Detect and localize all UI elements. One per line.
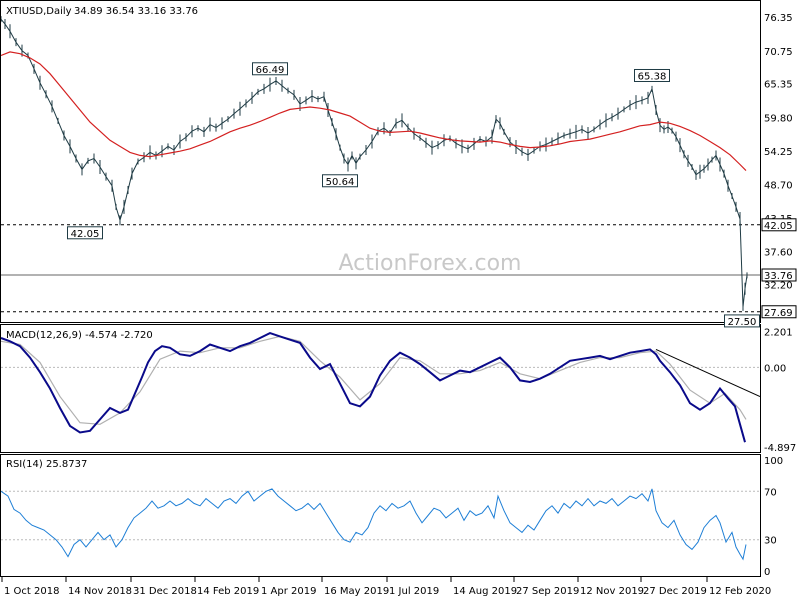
x-axis-label: 12 Nov 2019: [580, 586, 644, 597]
price-annotation-box: [322, 174, 358, 188]
price-annotation-box: [252, 62, 288, 76]
rsi-axis-tick: 0: [764, 567, 770, 578]
x-axis-label: 27 Sep 2019: [516, 586, 579, 597]
x-axis-label: 12 Feb 2020: [709, 586, 771, 597]
symbol-label: XTIUSD,Daily: [6, 6, 72, 17]
macd-trendline: [655, 348, 760, 398]
price-annotation-box: [67, 226, 103, 240]
price-annotation-box: [724, 314, 760, 328]
rsi-panel: [0, 454, 761, 577]
level-value-box: [761, 305, 797, 319]
price-axis-tick: 32.20: [764, 280, 793, 291]
price-annotation-label: 27.50: [728, 317, 757, 328]
rsi-axis-tick: 100: [764, 456, 783, 467]
level-value-label: 27.69: [764, 308, 793, 319]
rsi-line: [1, 488, 747, 561]
x-axis-label: 14 Feb 2019: [197, 586, 259, 597]
watermark: ActionForex.com: [339, 251, 522, 276]
macd-panel: [0, 324, 761, 453]
price-annotation-label: 42.05: [71, 229, 100, 240]
price-annotation-label: 65.38: [638, 71, 667, 82]
x-axis-label: 1 Jul 2019: [389, 586, 439, 597]
x-axis-label: 1 Oct 2018: [4, 586, 59, 597]
price-annotation-box: [634, 68, 670, 82]
macd-signal-line: [1, 335, 747, 425]
rsi-axis-tick: 70: [764, 487, 777, 498]
price-axis-tick: 76.35: [764, 13, 793, 24]
rsi-title: RSI(14) 25.8737: [6, 459, 87, 470]
price-panel: [0, 0, 761, 323]
price-annotation-label: 66.49: [256, 65, 285, 76]
price-axis-tick: 65.35: [764, 80, 793, 91]
moving-average-line: [1, 51, 747, 172]
level-value-label: 42.05: [764, 221, 793, 232]
x-axis-label: 16 May 2019: [324, 586, 389, 597]
price-axis-tick: 48.70: [764, 181, 793, 192]
macd-axis-tick: 2.201: [764, 327, 793, 338]
macd-axis-tick: 0.00: [764, 363, 786, 374]
ohlc-label: 34.89 36.54 33.16 33.76: [74, 6, 198, 17]
x-axis-label: 27 Dec 2019: [643, 586, 707, 597]
level-value-box: [761, 218, 797, 232]
macd-title: MACD(12,26,9) -4.574 -2.720: [6, 330, 153, 341]
x-axis-label: 14 Aug 2019: [453, 586, 517, 597]
price-axis-tick: 54.25: [764, 147, 793, 158]
price-axis-tick: 70.75: [764, 47, 793, 58]
price-axis-tick: 37.60: [764, 248, 793, 259]
x-axis-label: 1 Apr 2019: [261, 586, 316, 597]
level-value-box: [761, 268, 797, 282]
rsi-axis-tick: 30: [764, 536, 777, 547]
x-axis-label: 14 Nov 2018: [68, 586, 132, 597]
macd-line: [1, 332, 746, 443]
price-axis-tick: 59.80: [764, 113, 793, 124]
level-value-label: 33.76: [764, 271, 793, 282]
x-axis-label: 31 Dec 2018: [133, 586, 197, 597]
price-annotation-label: 50.64: [326, 177, 355, 188]
macd-axis-tick: -4.897: [764, 443, 796, 454]
